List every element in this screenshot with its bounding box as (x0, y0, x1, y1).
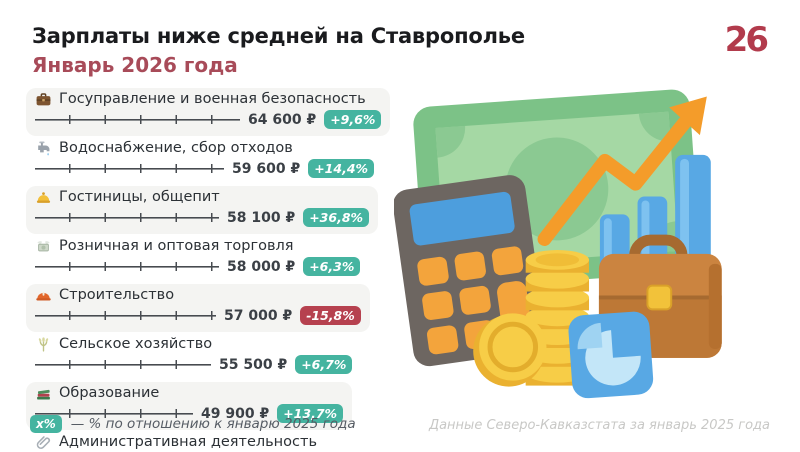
salary-row: Строительство 57 000 ₽ -15,8% (26, 284, 370, 332)
sector-label: Административная деятельность (59, 434, 317, 450)
percent-badge: +13,7% (277, 404, 344, 423)
salary-value: 57 000 ₽ (224, 307, 293, 324)
percent-badge: +9,6% (324, 110, 382, 129)
page-title: Зарплаты ниже средней на Ставрополье (32, 24, 525, 48)
books-icon (35, 385, 52, 402)
salary-list: Госуправление и военная безопасность 64 … (26, 88, 391, 452)
sector-label: Розничная и оптовая торговля (59, 238, 294, 254)
percent-badge: +6,3% (303, 257, 361, 276)
percent-badge: +36,8% (303, 208, 370, 227)
sector-label: Водоснабжение, сбор отходов (59, 140, 293, 156)
page-subtitle: Январь 2026 года (32, 53, 238, 77)
leader-line (35, 115, 240, 124)
percent-badge: +6,7% (295, 355, 353, 374)
pie-chart-graphic (568, 311, 654, 399)
faucet-icon (35, 140, 52, 157)
sector-label: Сельское хозяйство (59, 336, 213, 352)
salary-row: Госуправление и военная безопасность 64 … (26, 88, 391, 136)
salary-value: 49 900 ₽ (201, 405, 270, 422)
salary-row: Образование 49 900 ₽ +13,7% (26, 382, 353, 430)
salary-value: 58 100 ₽ (227, 209, 296, 226)
sector-label: Гостиницы, общепит (59, 189, 220, 205)
money-wings-icon (35, 238, 52, 255)
helmet-icon (35, 287, 52, 304)
salary-value: 58 000 ₽ (227, 258, 296, 275)
leader-line (35, 311, 216, 320)
finance-3d-illustration (394, 84, 790, 408)
sector-label: Строительство (59, 287, 175, 303)
data-source-caption: Данные Северо-Кавказстата за январь 2025… (428, 418, 770, 433)
paperclip-icon (35, 434, 52, 451)
legend-badge: x% (30, 415, 62, 433)
leader-line (35, 262, 219, 271)
sector-label: Образование (59, 385, 160, 401)
bell-icon (35, 189, 52, 206)
briefcase-icon (35, 91, 52, 108)
leader-line (35, 409, 193, 418)
salary-value: 55 500 ₽ (219, 356, 288, 373)
wheat-icon (35, 336, 52, 353)
growth-arrow-icon (537, 96, 707, 246)
legend-text: — % по отношению к январю 2025 года (70, 416, 356, 432)
percent-badge: -15,8% (300, 306, 361, 325)
sector-label: Госуправление и военная безопасность (59, 91, 366, 107)
salary-row: Административная деятельность 48 000 ₽ +… (26, 431, 346, 452)
legend: x% — % по отношению к январю 2025 года (30, 415, 356, 433)
salary-value: 59 600 ₽ (232, 160, 301, 177)
salary-row: Сельское хозяйство 55 500 ₽ +6,7% (26, 333, 361, 381)
leader-line (35, 213, 219, 222)
salary-row: Розничная и оптовая торговля 58 000 ₽ +6… (26, 235, 369, 283)
percent-badge: +14,4% (308, 159, 375, 178)
salary-row: Водоснабжение, сбор отходов 59 600 ₽ +14… (26, 137, 383, 185)
coin-graphic (473, 313, 547, 387)
leader-line (35, 360, 211, 369)
salary-value: 64 600 ₽ (248, 111, 317, 128)
header: Зарплаты ниже средней на Ставрополье Янв… (32, 24, 525, 77)
brand-logo-26: 26 (724, 20, 769, 60)
leader-line (35, 164, 224, 173)
salary-row: Гостиницы, общепит 58 100 ₽ +36,8% (26, 186, 379, 234)
